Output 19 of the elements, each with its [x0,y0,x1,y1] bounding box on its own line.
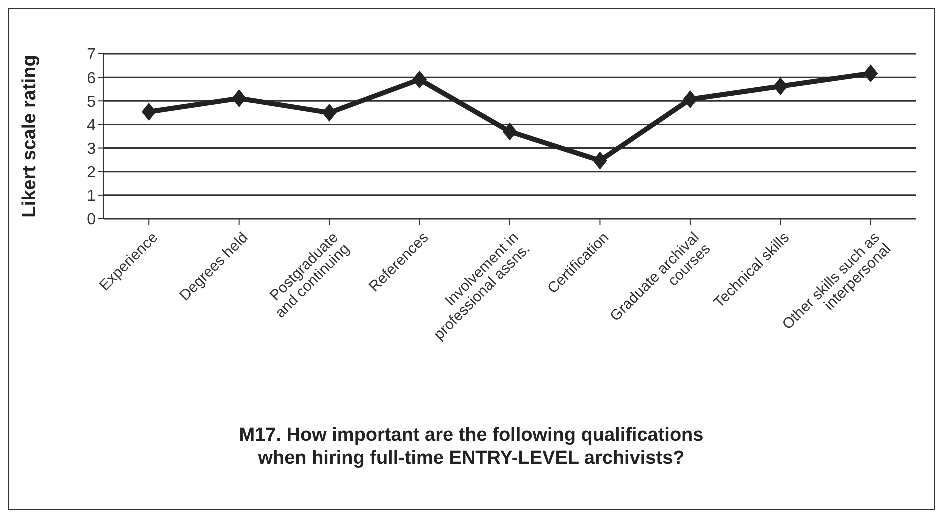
text: M17. How important are the following qualifications when hiring full-time ENTRY-LEVEL archivists? [238,424,705,470]
y-tick-label: 2 [87,164,96,182]
point [864,64,878,83]
point [142,102,156,121]
point [773,78,788,96]
y-tick-label: 6 [87,70,96,88]
y-tick-label: 7 [87,46,96,64]
point [593,152,608,170]
y-axis-title: Likert scale rating [20,55,41,218]
point [322,104,337,122]
y-tick-label: 3 [87,140,96,158]
y-tick-label: 5 [87,94,96,111]
point [412,70,427,89]
y-tick-label: 4 [87,117,96,134]
point [502,122,518,141]
point [683,90,698,108]
y-tick-label: 1 [87,188,96,206]
y-tick-label: 0 [87,212,96,229]
point [232,90,247,108]
